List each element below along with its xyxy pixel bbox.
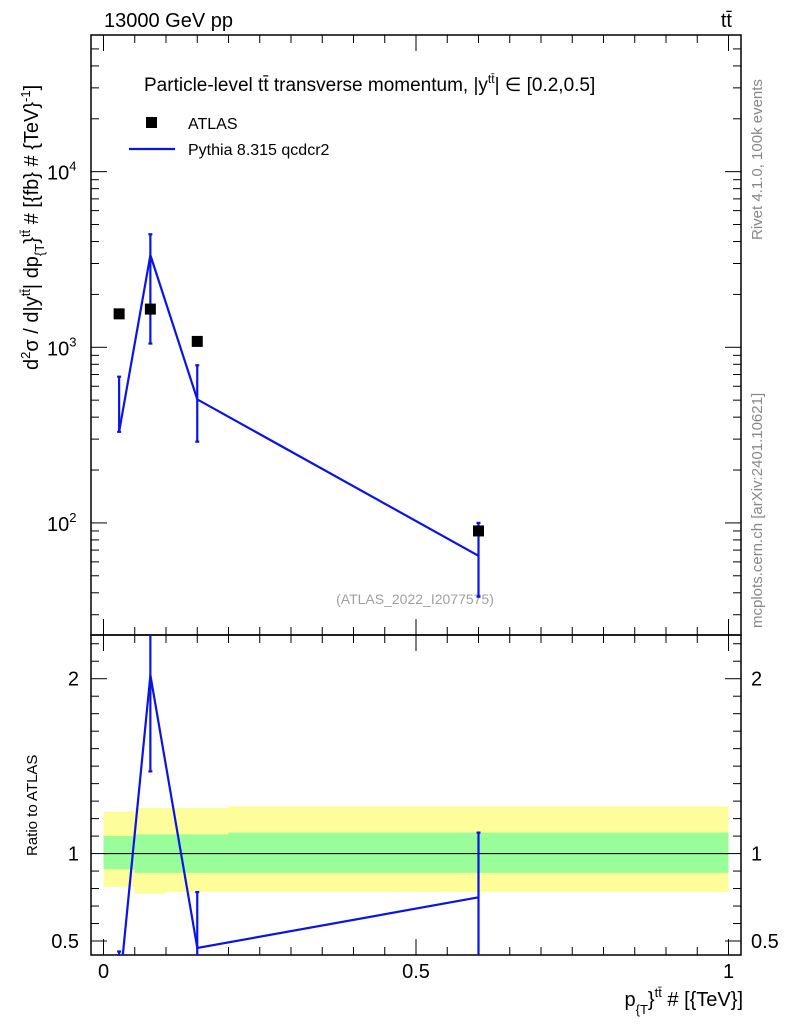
- watermark-label: (ATLAS_2022_I2077575): [336, 591, 494, 607]
- ratio-y-axis-label: Ratio to ATLAS: [24, 755, 41, 856]
- ratio-y-tick-label-left: 0.5: [51, 931, 79, 953]
- ratio-bands: [103, 806, 729, 894]
- atlas-data-point: [144, 303, 156, 315]
- ratio-x-tick-label: 1: [723, 961, 734, 983]
- main-panel: 102 103 104 Particle-level tt̄ transverse …: [18, 34, 742, 636]
- main-mc-series: [117, 233, 481, 598]
- ratio-y-tick-label-left: 2: [68, 669, 79, 691]
- atlas-data-point: [113, 308, 125, 320]
- ratio-x-tick-label: 0.5: [402, 961, 430, 983]
- ratio-y-tick-label-left: 1: [68, 844, 79, 866]
- main-y-tick-label: 104: [47, 159, 76, 185]
- header-right-label: tt̄: [721, 10, 733, 32]
- ratio-x-tick-label: 0: [98, 961, 109, 983]
- ratio-panel: 0.5 0.5 1 1 2 2 0 0.5 1 Ratio to ATLAS p{T}tt̄ #…: [24, 634, 779, 1017]
- atlas-data-point: [473, 525, 484, 537]
- ratio-frame: [90, 634, 742, 956]
- main-y-tick-label: 103: [47, 334, 76, 360]
- ratio-x-axis-label: p{T}tt̄ # [{TeV}]: [624, 985, 743, 1017]
- ratio-y-tick-label-right: 0.5: [751, 931, 779, 953]
- mc-line: [118, 254, 480, 557]
- ratio-mc-series: [117, 635, 481, 956]
- main-y-tick-label: 102: [47, 510, 76, 536]
- ratio-mc-line: [121, 675, 479, 956]
- main-axis-ticks: 102 103 104: [47, 34, 741, 635]
- ratio-y-tick-label-right: 2: [751, 669, 762, 691]
- mcplots-label: mcplots.cern.ch [arXiv:2401.10621]: [749, 393, 766, 628]
- ratio-band-green: [103, 836, 135, 870]
- ratio-y-tick-label-right: 1: [751, 844, 762, 866]
- rivet-label: Rivet 4.1.0, 100k events: [749, 79, 766, 240]
- atlas-data-point: [191, 335, 203, 347]
- header-left-label: 13000 GeV pp: [104, 10, 233, 32]
- legend: ATLAS Pythia 8.315 qcdcr2: [129, 116, 330, 159]
- legend-atlas-marker: [146, 117, 157, 128]
- legend-atlas-label: ATLAS: [188, 116, 238, 133]
- legend-mc-label: Pythia 8.315 qcdcr2: [188, 142, 330, 159]
- main-y-axis-label: d2σ / d|ytt̄| dp{T}tt̄ # [{fb} # {TeV}-1…: [18, 85, 47, 370]
- ratio-axis-ticks: 0.5 0.5 1 1 2 2 0 0.5 1: [51, 635, 779, 983]
- main-title: Particle-level tt̄ transverse momentum, …: [144, 72, 595, 96]
- main-data-series: [113, 303, 484, 537]
